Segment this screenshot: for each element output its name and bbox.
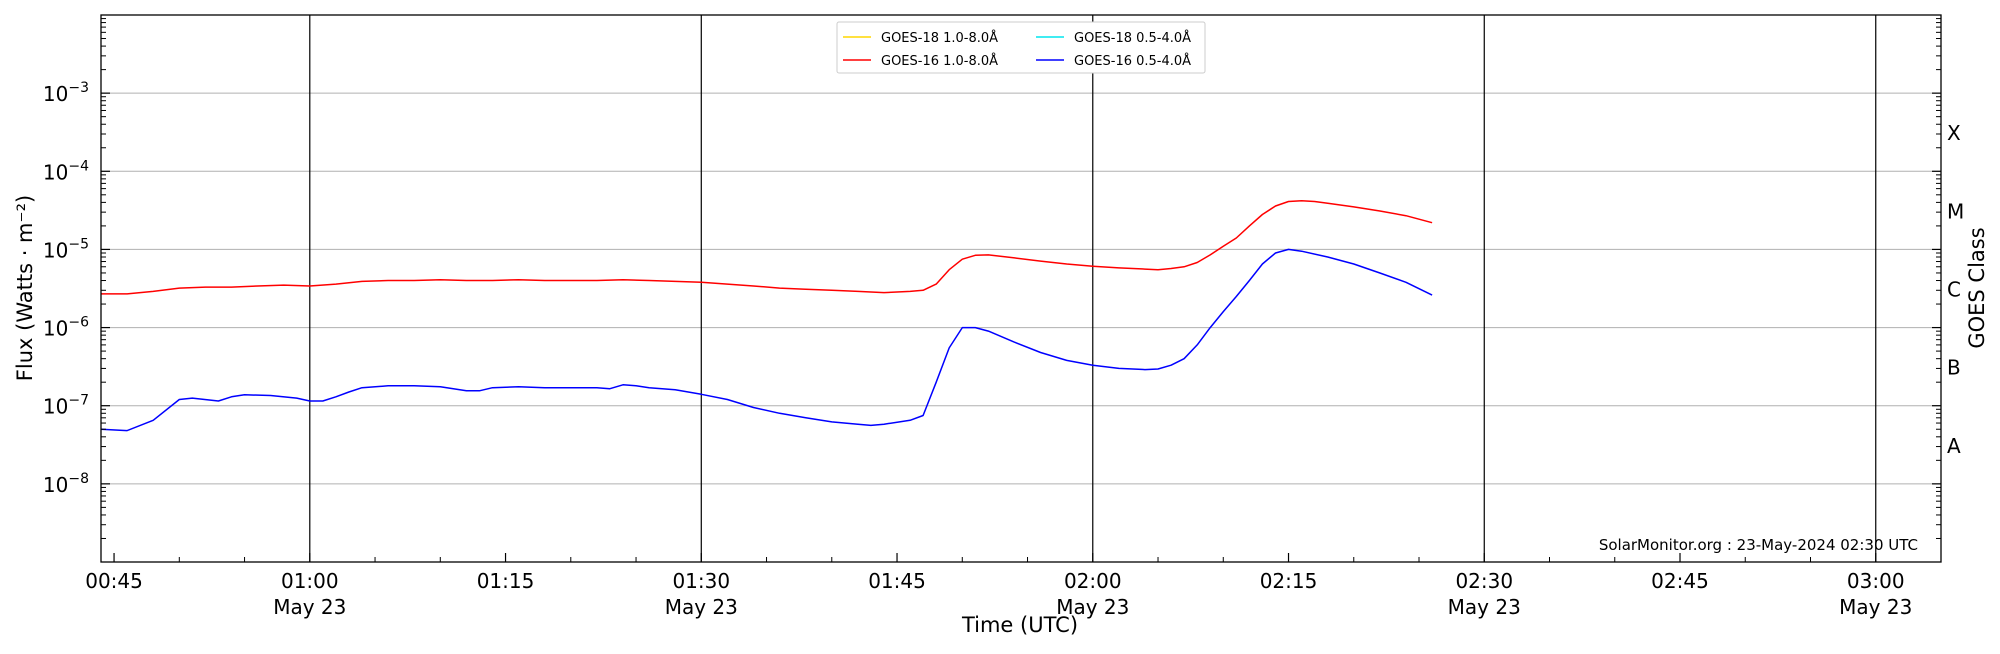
x-tick-date: May 23 (1056, 595, 1129, 619)
vertical-lines-layer (309, 15, 1877, 562)
y-tick-label: 10−5 (43, 236, 89, 262)
legend-label: GOES-16 0.5-4.0Å (1074, 53, 1191, 69)
x-tick-label: 01:30 (672, 569, 730, 593)
y-tick-label: 10−8 (43, 471, 89, 497)
y-tick-exponent: −3 (68, 80, 89, 96)
y-tick-label: 10−7 (43, 393, 89, 419)
y-tick-base: 10 (43, 82, 68, 106)
x-tick-date: May 23 (273, 595, 346, 619)
goes-class-label: M (1947, 199, 1964, 223)
legend-label: GOES-16 1.0-8.0Å (881, 53, 998, 69)
credit-text: SolarMonitor.org : 23-May-2024 02:30 UTC (1599, 536, 1918, 554)
plot-frame (100, 14, 1942, 563)
legend-items: GOES-18 1.0-8.0Å GOES-16 1.0-8.0Å GOES-18 … (843, 30, 1191, 69)
goes-class-layer: A B C M X (1947, 121, 1964, 458)
x-tick-label: 02:00 (1064, 569, 1122, 593)
grid-layer (101, 92, 1941, 485)
x-tick-label: 02:30 (1455, 569, 1513, 593)
goes-class-label: A (1947, 434, 1961, 458)
x-tick-label: 02:15 (1260, 569, 1318, 593)
y-tick-exponent: −4 (68, 158, 89, 174)
y-tick-base: 10 (43, 160, 68, 184)
x-tick-date: May 23 (665, 595, 738, 619)
y-tick-exponent: −6 (68, 315, 89, 331)
y-tick-label: 10−3 (43, 80, 89, 106)
y-tick-base: 10 (43, 317, 68, 341)
legend-box (836, 21, 1206, 74)
y-axis-label: Flux (Watts · m⁻²) (13, 195, 37, 381)
x-tick-date: May 23 (1839, 595, 1912, 619)
legend-label: GOES-18 1.0-8.0Å (881, 30, 998, 46)
goes-class-label: X (1947, 121, 1961, 145)
y-tick-base: 10 (43, 395, 68, 419)
x-axis-label: Time (UTC) (961, 613, 1078, 637)
x-tick-label: 01:45 (868, 569, 926, 593)
y-tick-label: 10−6 (43, 315, 89, 341)
y-tick-exponent: −5 (68, 236, 89, 252)
series-layer (100, 199, 1433, 432)
goes-class-label: C (1947, 278, 1961, 302)
y-tick-base: 10 (43, 473, 68, 497)
x-tick-label: 01:00 (281, 569, 339, 593)
legend-label: GOES-18 0.5-4.0Å (1074, 30, 1191, 46)
x-tick-label: 03:00 (1847, 569, 1905, 593)
x-tick-label: 01:15 (477, 569, 535, 593)
right-axis-label: GOES Class (1965, 227, 1989, 348)
x-tick-label: 00:45 (85, 569, 143, 593)
y-ticks-layer: 10−810−710−610−510−410−3 (43, 18, 1941, 539)
y-tick-exponent: −8 (68, 471, 89, 487)
x-tick-date: May 23 (1448, 595, 1521, 619)
legend: GOES-18 1.0-8.0Å GOES-16 1.0-8.0Å GOES-18 … (836, 21, 1206, 74)
y-tick-exponent: −7 (68, 393, 89, 409)
x-tick-label: 02:45 (1651, 569, 1709, 593)
series-line (100, 248, 1433, 432)
y-tick-base: 10 (43, 238, 68, 262)
goes-class-label: B (1947, 356, 1961, 380)
series-line (101, 199, 1433, 295)
y-tick-label: 10−4 (43, 158, 89, 184)
